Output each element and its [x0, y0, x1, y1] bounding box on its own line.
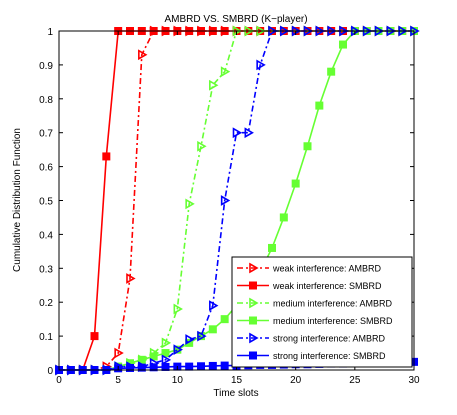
data-point	[244, 127, 254, 139]
x-axis-label: Time slots	[213, 388, 258, 399]
data-point	[315, 101, 324, 110]
data-point	[268, 243, 276, 252]
legend-marker	[249, 332, 259, 344]
x-tick-label: 5	[115, 375, 121, 386]
legend-entry: strong interference: AMBRD	[237, 332, 386, 344]
y-tick-label: 0.5	[39, 197, 53, 208]
y-tick-label: 0.1	[39, 332, 53, 343]
legend-label: weak interference: AMBRD	[272, 264, 382, 274]
data-point	[161, 362, 170, 371]
data-point	[232, 127, 243, 139]
data-point	[220, 66, 231, 78]
legend: weak interference: AMBRD weak interferenc…	[231, 256, 413, 368]
data-point	[149, 352, 158, 361]
legend-label: medium interference: AMBRD	[273, 299, 393, 309]
data-point	[327, 67, 336, 76]
data-point	[137, 355, 146, 364]
data-point	[126, 363, 134, 372]
legend-marker	[249, 297, 259, 309]
y-tick-label: 0.7	[39, 129, 53, 140]
data-point	[149, 363, 158, 372]
x-tick-label: 20	[290, 375, 302, 386]
y-tick-label: 0.8	[39, 95, 53, 106]
data-point	[209, 79, 219, 91]
legend-marker	[249, 281, 257, 290]
data-point	[279, 213, 288, 222]
x-tick-label: 25	[349, 375, 361, 386]
data-point	[197, 140, 207, 152]
y-axis-label: Cumulative Distribution Function	[12, 128, 23, 272]
data-point	[220, 315, 229, 324]
data-point	[185, 334, 195, 345]
data-point	[197, 362, 205, 371]
x-tick-label: 15	[231, 375, 243, 386]
y-tick-label: 0.2	[39, 298, 53, 309]
x-tick-label: 10	[172, 375, 184, 386]
data-point	[197, 330, 207, 342]
legend-entry: medium interference: SMBRD	[237, 316, 393, 326]
y-tick-label: 0.3	[39, 264, 53, 275]
legend-entry: medium interference: AMBRD	[237, 297, 393, 309]
data-point	[220, 361, 229, 370]
data-point	[90, 332, 99, 341]
y-tick-label: 1	[47, 27, 53, 38]
data-point	[209, 300, 219, 311]
data-point	[126, 273, 136, 284]
legend-box	[231, 256, 413, 368]
data-point	[161, 349, 170, 358]
data-point	[138, 49, 148, 61]
legend-marker	[249, 262, 259, 274]
data-point	[173, 303, 183, 315]
legend-label: strong interference: AMBRD	[273, 334, 386, 344]
data-point	[185, 362, 194, 371]
y-tick-label: 0	[47, 366, 53, 377]
data-point	[256, 59, 266, 71]
legend-entry: strong interference: SMBRD	[237, 351, 386, 361]
data-point	[161, 337, 172, 349]
data-point	[339, 40, 347, 49]
x-tick-label: 30	[408, 375, 420, 386]
y-tick-label: 0.4	[39, 230, 53, 241]
data-point	[220, 195, 231, 206]
legend-label: weak interference: SMBRD	[272, 281, 382, 291]
data-point	[173, 344, 183, 356]
data-point	[114, 347, 124, 359]
y-tick-label: 0.6	[39, 163, 53, 174]
legend-entry: weak interference: SMBRD	[237, 281, 382, 291]
data-point	[303, 142, 312, 151]
legend-marker	[249, 316, 257, 325]
data-point	[185, 198, 195, 210]
data-point	[291, 179, 300, 188]
legend-label: medium interference: SMBRD	[273, 316, 393, 326]
legend-entry: weak interference: AMBRD	[237, 262, 382, 274]
data-point	[137, 363, 146, 372]
y-tick-label: 0.9	[39, 61, 53, 72]
data-point	[102, 152, 111, 161]
chart-title: AMBRD VS. SMBRD (K−player)	[164, 14, 307, 25]
legend-label: strong interference: SMBRD	[273, 351, 386, 361]
data-point	[208, 361, 217, 370]
x-tick-label: 0	[56, 375, 62, 386]
data-point	[161, 354, 172, 366]
legend-marker	[249, 351, 257, 360]
data-point	[208, 325, 217, 334]
